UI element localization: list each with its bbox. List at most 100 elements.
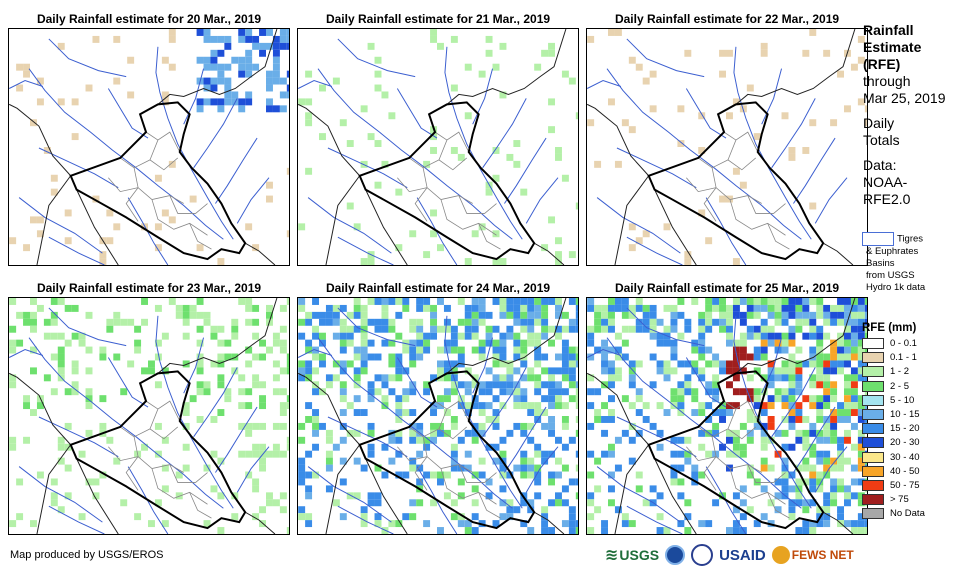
province-boundary (686, 446, 717, 462)
rain-cell (325, 457, 333, 465)
rain-cell (312, 298, 320, 305)
rain-cell (781, 339, 789, 347)
rain-cell (830, 422, 838, 430)
rain-cell (423, 346, 431, 354)
rain-cell (402, 513, 410, 521)
rain-cell (857, 416, 865, 423)
rain-cell (663, 367, 671, 375)
rain-cell (520, 457, 528, 465)
rain-cell (485, 402, 493, 410)
rain-cell (312, 325, 320, 333)
rain-cell (346, 339, 354, 347)
rain-cell (642, 230, 650, 238)
rain-cell (64, 209, 72, 217)
rain-cell (781, 429, 789, 437)
rain-cell (23, 70, 31, 78)
rain-cell (795, 360, 803, 368)
rain-cell (575, 298, 578, 305)
basin-river-line (48, 307, 127, 347)
rain-cell (423, 443, 431, 451)
rain-cell (319, 311, 326, 319)
basin-river-line (616, 147, 697, 189)
rain-cell (416, 304, 424, 312)
rain-cell (485, 35, 493, 43)
rain-cell (346, 202, 354, 210)
rain-cell (774, 298, 782, 305)
rain-cell (339, 332, 347, 340)
rain-cell (409, 388, 417, 396)
rain-cell (210, 63, 218, 71)
rain-cell (388, 298, 396, 305)
rain-cell (809, 374, 817, 382)
rain-cell (857, 318, 865, 326)
legend-swatch (862, 479, 884, 491)
province-boundary (397, 177, 428, 193)
rain-cell (677, 478, 685, 486)
rain-cell (670, 464, 678, 472)
rain-cell (272, 42, 280, 50)
basin-river-line (236, 177, 270, 224)
tigris-river-line (155, 46, 234, 240)
rain-cell (594, 388, 602, 396)
rain-cell (548, 527, 556, 534)
rain-cell (443, 367, 451, 375)
rain-cell (409, 318, 417, 326)
rain-cell (266, 105, 273, 113)
basin-river-line (337, 505, 394, 534)
rain-cell (541, 457, 549, 465)
rain-cell (485, 332, 493, 340)
rain-cell (719, 298, 727, 305)
rain-cell (850, 304, 858, 312)
rain-cell (555, 332, 562, 340)
data-source-line: Data: (863, 157, 897, 173)
rain-cell (478, 429, 486, 437)
rain-cell (541, 506, 549, 514)
rain-cell (788, 360, 796, 368)
country-border (468, 114, 565, 265)
rain-cell (381, 381, 389, 389)
rain-cell (416, 450, 424, 458)
rain-cell (635, 237, 643, 245)
rain-cell (64, 492, 72, 500)
rain-cell (575, 395, 578, 403)
rain-cell (774, 388, 782, 396)
rain-cell (266, 311, 273, 319)
rain-cell (719, 402, 727, 410)
rain-cell (360, 506, 368, 514)
rain-cell (231, 367, 239, 375)
rain-cell (823, 422, 831, 430)
rain-cell (649, 332, 657, 340)
rain-cell (346, 332, 354, 340)
rain-cell (830, 381, 838, 389)
rain-cell (423, 304, 431, 312)
rain-cell (795, 478, 803, 486)
rain-cell (50, 188, 58, 196)
rain-cell (527, 527, 535, 534)
rain-cell (837, 367, 845, 375)
rain-cell (774, 429, 782, 437)
rain-cell (527, 304, 535, 312)
rain-cell (325, 318, 333, 326)
rain-cell (332, 332, 340, 340)
rain-cell (113, 77, 121, 85)
rain-cell (809, 311, 817, 319)
rain-cell (106, 318, 114, 326)
rain-cell (478, 471, 486, 479)
rain-cell (85, 84, 93, 92)
rain-cell (677, 332, 685, 340)
rain-cell (50, 353, 58, 361)
rain-cell (587, 304, 595, 312)
rain-cell (684, 513, 692, 521)
rain-cell (259, 422, 267, 430)
rain-cell (471, 402, 479, 410)
rain-cell (837, 436, 845, 444)
rain-cell (252, 304, 260, 312)
rain-cell (492, 298, 500, 305)
rain-cell (16, 339, 24, 347)
basin-river-line (9, 80, 44, 89)
rain-cell (816, 332, 824, 340)
rain-cell (850, 332, 858, 340)
rain-cell (266, 195, 273, 203)
rain-cell (92, 492, 100, 500)
rain-cell (471, 298, 479, 305)
